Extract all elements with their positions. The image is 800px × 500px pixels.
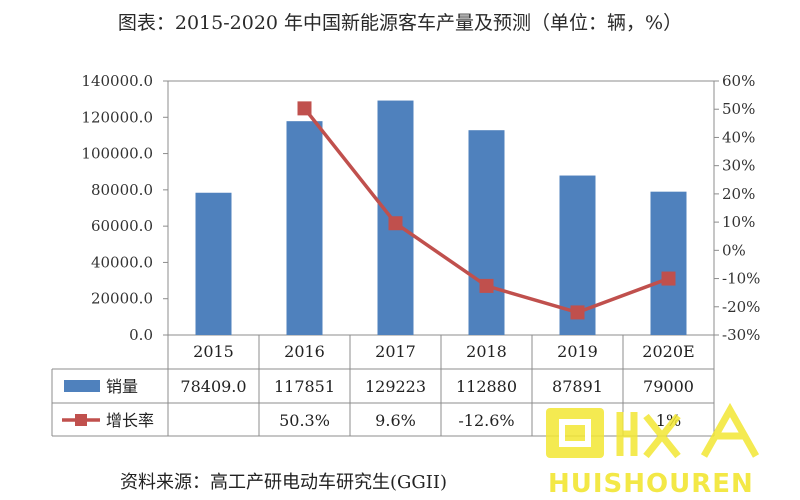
category-label: 2018 — [466, 342, 507, 361]
right-tick-label: 10% — [722, 213, 755, 231]
combo-chart: 0.0 20000.0 40000.0 60000.0 80000.0 100000.0 1… — [51, 72, 760, 437]
left-tick-label: 100000.0 — [81, 145, 153, 163]
plot-border — [167, 80, 715, 336]
growth-value-label: -12.6% — [458, 411, 514, 430]
right-tick-label: 0% — [722, 241, 746, 259]
left-tick-label: 20000.0 — [91, 290, 153, 308]
category-label: 2020E — [642, 342, 694, 361]
line-series — [297, 101, 676, 320]
left-tick-label: 0.0 — [129, 326, 153, 344]
bar — [286, 121, 323, 335]
left-tick-label: 140000.0 — [81, 72, 153, 90]
right-tick-label: -10% — [722, 270, 760, 288]
right-tick-label: 20% — [722, 185, 755, 203]
category-label: 2017 — [375, 342, 416, 361]
line-point — [479, 278, 494, 293]
right-tick-label: -20% — [722, 298, 760, 316]
line-point — [661, 271, 676, 286]
right-tick-label: 50% — [722, 100, 755, 118]
bar-value-label: 87891 — [552, 377, 603, 396]
right-tick-label: -30% — [722, 326, 760, 344]
source-note: 资料来源：高工产研电动车研究生(GGII) — [120, 472, 448, 493]
bar-value-label: 79000 — [643, 377, 694, 396]
watermark-text: HUISHOUREN — [548, 469, 754, 499]
plot-frame — [167, 80, 715, 336]
legend-bar-swatch — [64, 380, 100, 392]
right-tick-label: 30% — [722, 157, 755, 175]
bar-value-label: 129223 — [365, 377, 426, 396]
growth-value-label: 9.6% — [375, 411, 416, 430]
line-point — [570, 305, 585, 320]
chart-title: 图表：2015-2020 年中国新能源客车产量及预测（单位：辆，%） — [117, 12, 683, 34]
legend-line-marker — [75, 414, 87, 426]
right-tick-label: 60% — [722, 72, 755, 90]
right-tick-label: 40% — [722, 128, 755, 146]
bar-value-label: 117851 — [274, 377, 335, 396]
bar — [468, 130, 505, 335]
category-label: 2019 — [557, 342, 598, 361]
category-label: 2015 — [193, 342, 234, 361]
bar-value-label: 78409.0 — [180, 377, 246, 396]
right-y-axis: -30% -20% -10% 0% 10% 20% 30% 40% 50% 60% — [714, 72, 760, 344]
left-tick-label: 60000.0 — [91, 217, 153, 235]
left-tick-label: 40000.0 — [91, 253, 153, 271]
left-tick-label: 80000.0 — [91, 181, 153, 199]
left-y-axis: 0.0 20000.0 40000.0 60000.0 80000.0 100000.0 1… — [81, 72, 168, 344]
bar-value-label: 112880 — [456, 377, 517, 396]
legend-bar-label: 销量 — [106, 377, 138, 396]
bar — [650, 191, 687, 335]
legend-line-label: 增长率 — [106, 411, 154, 430]
growth-value-label: 50.3% — [279, 411, 330, 430]
line-point — [297, 101, 312, 116]
watermark-logo: HUISHOUREN — [546, 402, 760, 499]
bar — [195, 192, 232, 335]
line-point — [388, 216, 403, 231]
category-label: 2016 — [284, 342, 325, 361]
left-tick-label: 120000.0 — [81, 108, 153, 126]
